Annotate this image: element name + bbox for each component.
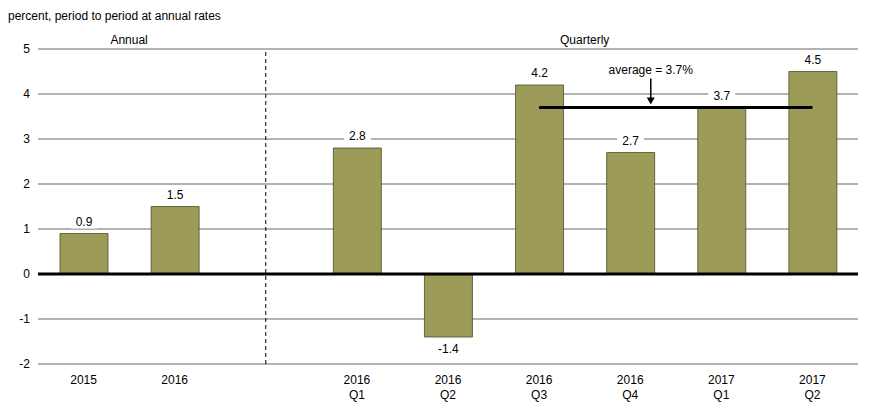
svg-text:2.8: 2.8 — [349, 129, 366, 143]
svg-text:-1.4: -1.4 — [438, 342, 459, 356]
svg-text:2015: 2015 — [70, 373, 97, 387]
html-text:percent, period to period at a: percent, period to period at annual rate… — [8, 9, 221, 23]
svg-text:1.5: 1.5 — [167, 188, 184, 202]
svg-text:2016Q2: 2016Q2 — [435, 373, 462, 402]
svg-text:4.5: 4.5 — [805, 53, 822, 67]
svg-text:Quarterly: Quarterly — [560, 33, 609, 47]
svg-text:0: 0 — [23, 267, 30, 281]
svg-text:4.2: 4.2 — [531, 66, 548, 80]
svg-text:3.7: 3.7 — [713, 89, 730, 103]
svg-text:2: 2 — [23, 177, 30, 191]
svg-text:0.9: 0.9 — [76, 215, 93, 229]
svg-text:2017Q1: 2017Q1 — [708, 373, 735, 402]
svg-text:-1: -1 — [19, 312, 30, 326]
svg-text:1: 1 — [23, 222, 30, 236]
svg-text:2016Q1: 2016Q1 — [344, 373, 371, 402]
svg-text:Annual: Annual — [110, 33, 147, 47]
svg-text:average = 3.7%: average = 3.7% — [609, 63, 694, 77]
svg-text:4: 4 — [23, 87, 30, 101]
svg-text:2016: 2016 — [161, 373, 188, 387]
svg-text:5: 5 — [23, 42, 30, 56]
svg-text:2016Q3: 2016Q3 — [526, 373, 553, 402]
svg-text:2016Q4: 2016Q4 — [617, 373, 644, 402]
svg-text:2.7: 2.7 — [622, 134, 639, 148]
svg-text:-2: -2 — [19, 357, 30, 371]
svg-text:3: 3 — [23, 132, 30, 146]
svg-text:2017Q2: 2017Q2 — [799, 373, 826, 402]
